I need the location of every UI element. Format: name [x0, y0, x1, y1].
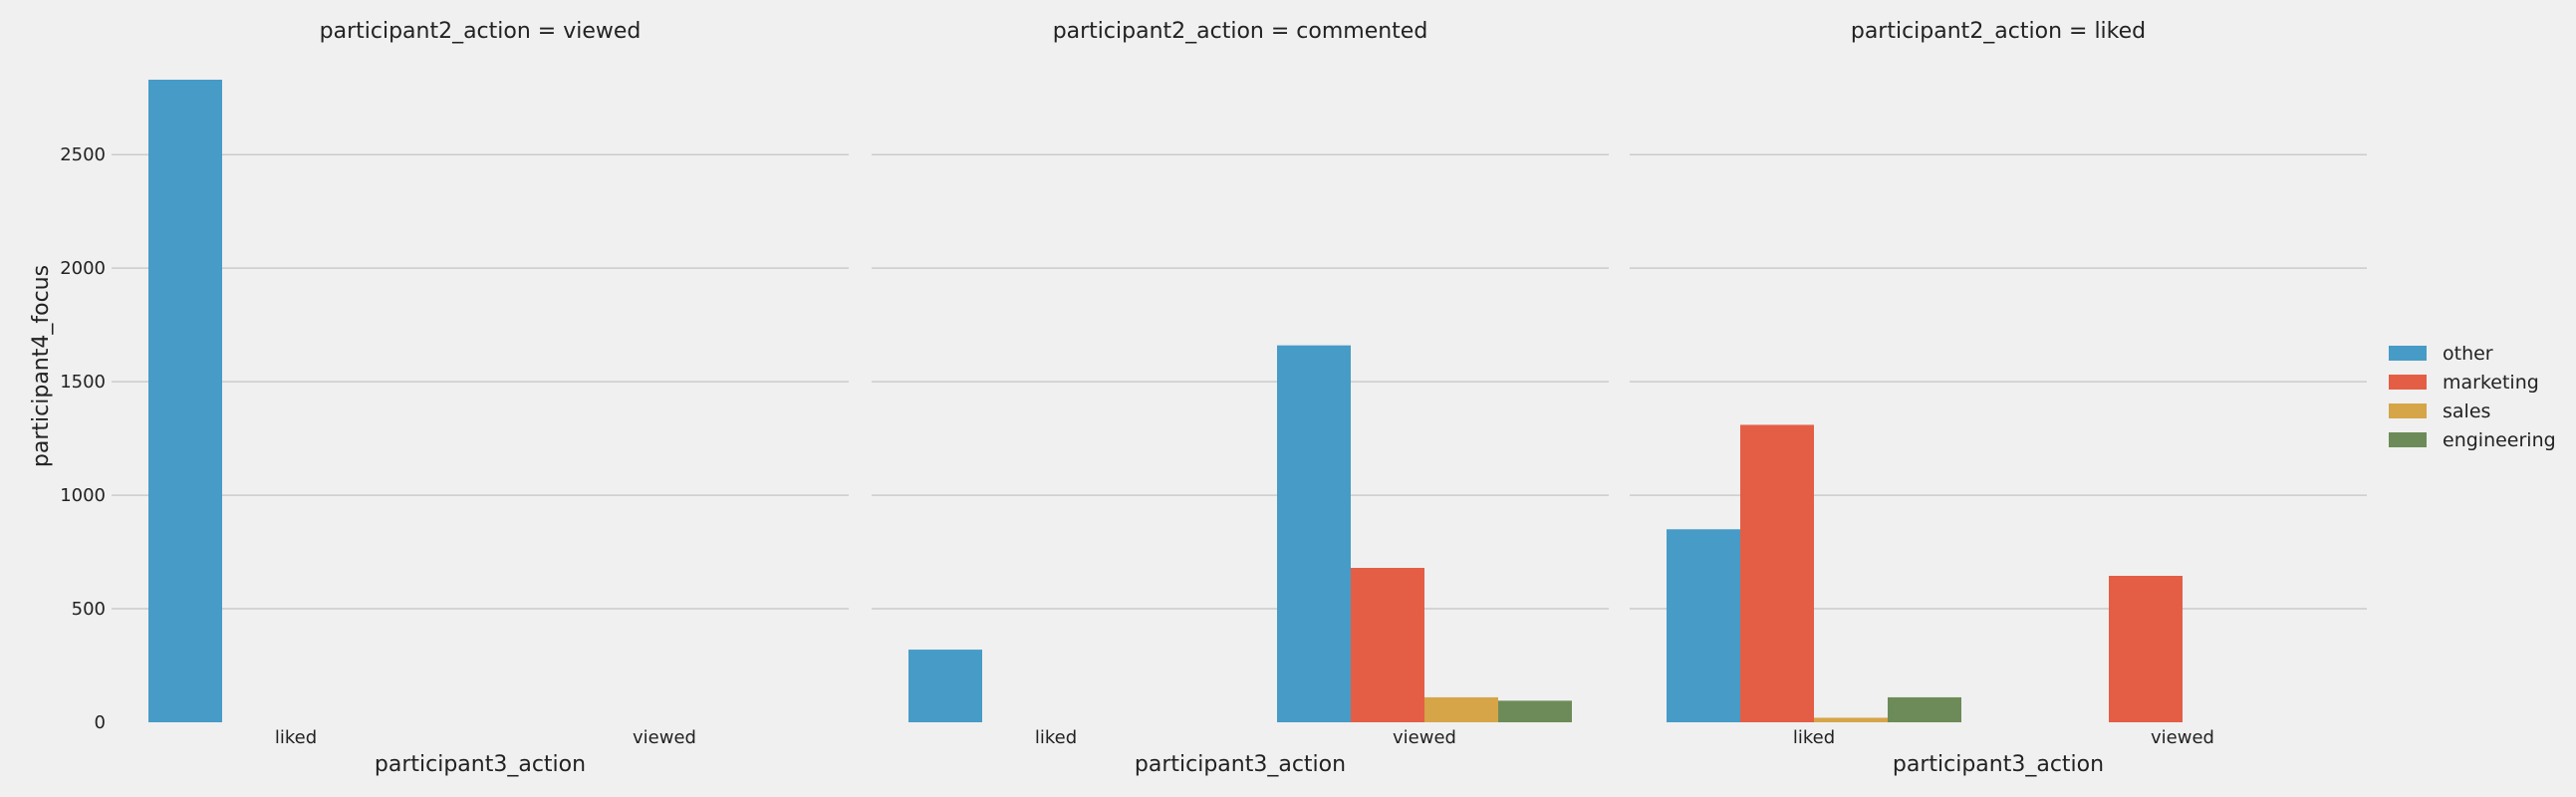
bar-2-viewed-marketing	[2109, 575, 2183, 722]
x-tick-label-1-0: liked	[1035, 727, 1077, 748]
legend-label-sales: sales	[2443, 400, 2490, 422]
bar-1-viewed-other	[1277, 345, 1351, 722]
legend-label-other: other	[2443, 343, 2493, 365]
bar-0-liked-other	[148, 80, 222, 722]
bar-2-liked-other	[1667, 529, 1740, 722]
legend-swatch-other	[2389, 346, 2427, 361]
y-tick-label-2: 1000	[60, 485, 106, 506]
legend-swatch-engineering	[2389, 432, 2427, 447]
legend-label-engineering: engineering	[2443, 429, 2556, 451]
x-tick-label-2-0: liked	[1793, 727, 1835, 748]
legend-swatch-marketing	[2389, 375, 2427, 390]
y-tick-label-0: 0	[95, 712, 106, 733]
legend-label-marketing: marketing	[2443, 372, 2539, 394]
bar-2-liked-marketing	[1740, 424, 1814, 722]
legend-swatch-sales	[2389, 403, 2427, 418]
y-tick-label-1: 500	[72, 599, 106, 620]
bar-1-liked-other	[908, 650, 982, 722]
bar-2-liked-engineering	[1888, 696, 1961, 722]
x-axis-label-1: participant3_action	[1135, 752, 1346, 777]
gridlines	[112, 153, 2367, 610]
bar-2-liked-sales	[1814, 717, 1888, 722]
y-tick-label-5: 2500	[60, 144, 106, 165]
chart-text: participant2_action = viewed liked viewed p…	[29, 19, 2214, 777]
bar-1-viewed-engineering	[1498, 700, 1572, 722]
x-axis-label-2: participant3_action	[1893, 752, 2104, 777]
x-tick-label-0-0: liked	[275, 727, 317, 748]
y-tick-label-4: 2000	[60, 258, 106, 279]
legend: other marketing sales engineering	[2389, 343, 2556, 451]
facet-title-2: participant2_action = liked	[1851, 19, 2146, 44]
x-tick-label-2-1: viewed	[2151, 727, 2214, 748]
facet-title-1: participant2_action = commented	[1053, 19, 1428, 44]
x-tick-label-1-1: viewed	[1393, 727, 1456, 748]
bar-1-viewed-sales	[1424, 696, 1498, 722]
facet-title-0: participant2_action = viewed	[320, 19, 642, 44]
x-tick-label-0-1: viewed	[633, 727, 696, 748]
y-tick-label-3: 1500	[60, 372, 106, 393]
y-axis-label: participant4_focus	[29, 265, 54, 467]
x-axis-label-0: participant3_action	[375, 752, 586, 777]
bars	[148, 80, 2183, 722]
bar-1-viewed-marketing	[1351, 568, 1424, 722]
